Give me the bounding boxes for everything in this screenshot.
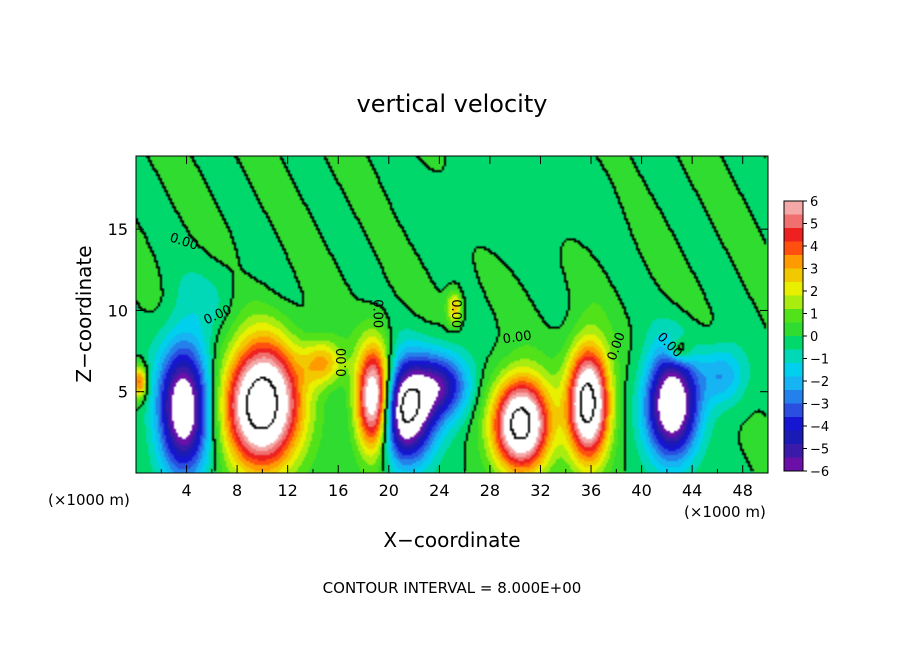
- x-tick-label: 40: [631, 481, 651, 500]
- x-unit-right: (×1000 m): [684, 503, 766, 521]
- colorbar-label: 3: [810, 263, 818, 278]
- contour-labels: 0.000.000.000.00 0.000.00 0.00 0.00: [168, 230, 685, 376]
- x-axis-label: X−coordinate: [383, 528, 520, 552]
- colorbar-label: −1: [810, 353, 829, 368]
- colorbar-swatch: [784, 282, 803, 296]
- colorbar-swatch: [784, 255, 803, 269]
- contour-label: 0.00: [370, 299, 385, 328]
- colorbar-label: 5: [810, 218, 818, 233]
- colorbar-swatch: [784, 201, 803, 215]
- contour-interval-note: CONTOUR INTERVAL = 8.000E+00: [323, 579, 582, 597]
- colorbar-label: −3: [810, 398, 829, 413]
- colorbar-swatch: [784, 417, 803, 431]
- y-axis-label: Z−coordinate: [72, 245, 96, 382]
- colorbar-label: 6: [810, 195, 818, 210]
- colorbar-label: −5: [810, 443, 829, 458]
- colorbar-label: 0: [810, 330, 818, 345]
- contour-label: 0.00: [448, 299, 463, 328]
- colorbar-swatch: [784, 214, 803, 229]
- colorbar-label: 2: [810, 285, 818, 300]
- colorbar-swatch: [784, 336, 803, 350]
- contour-label: 0.00: [335, 348, 350, 377]
- colorbar-label: −2: [810, 375, 829, 390]
- colorbar-labels: 6 5 4 3 2 1 0 −1 −2 −3 −4 −5 −6: [803, 195, 829, 480]
- y-tick-label: 5: [118, 383, 128, 402]
- colorbar-swatch: [784, 228, 803, 242]
- colorbar-swatch: [784, 430, 803, 445]
- x-axis-ticks: 4 8 12 16 20 24 28 32 36 40 44 48: [160, 156, 753, 500]
- x-tick-label: 28: [480, 481, 500, 500]
- x-tick-label: 20: [379, 481, 399, 500]
- colorbar-swatch: [784, 403, 803, 418]
- velocity-field: [136, 156, 768, 473]
- colorbar-swatch: [784, 349, 803, 364]
- colorbar-label: 4: [810, 240, 818, 255]
- x-unit-left: (×1000 m): [48, 491, 130, 509]
- colorbar-swatch: [784, 295, 803, 310]
- colorbar-label: 1: [810, 308, 818, 323]
- plot-frame: [135, 155, 769, 474]
- colorbar-label: −4: [810, 420, 829, 435]
- x-tick-label: 12: [278, 481, 298, 500]
- colorbar-swatch: [784, 363, 803, 377]
- colorbar-label: −6: [810, 465, 829, 480]
- y-tick-label: 15: [108, 220, 128, 239]
- x-tick-label: 48: [733, 481, 753, 500]
- x-tick-label: 4: [181, 481, 191, 500]
- y-axis-ticks: 5 10 15: [108, 220, 768, 402]
- x-tick-label: 8: [232, 481, 242, 500]
- colorbar-swatch: [784, 241, 803, 256]
- y-tick-label: 10: [108, 301, 128, 320]
- contour-label: 0.00: [502, 328, 533, 347]
- colorbar-swatch: [784, 309, 803, 323]
- colorbar-swatch: [784, 322, 803, 337]
- x-tick-label: 32: [530, 481, 550, 500]
- x-tick-label: 36: [581, 481, 601, 500]
- chart-title: vertical velocity: [357, 90, 548, 118]
- colorbar: [783, 200, 804, 472]
- x-tick-label: 16: [328, 481, 348, 500]
- colorbar-swatch: [784, 444, 803, 458]
- x-tick-label: 24: [429, 481, 449, 500]
- colorbar-swatch: [784, 457, 803, 472]
- x-tick-label: 44: [682, 481, 702, 500]
- colorbar-swatch: [784, 390, 803, 404]
- colorbar-swatch: [784, 268, 803, 283]
- colorbar-swatch: [784, 376, 803, 391]
